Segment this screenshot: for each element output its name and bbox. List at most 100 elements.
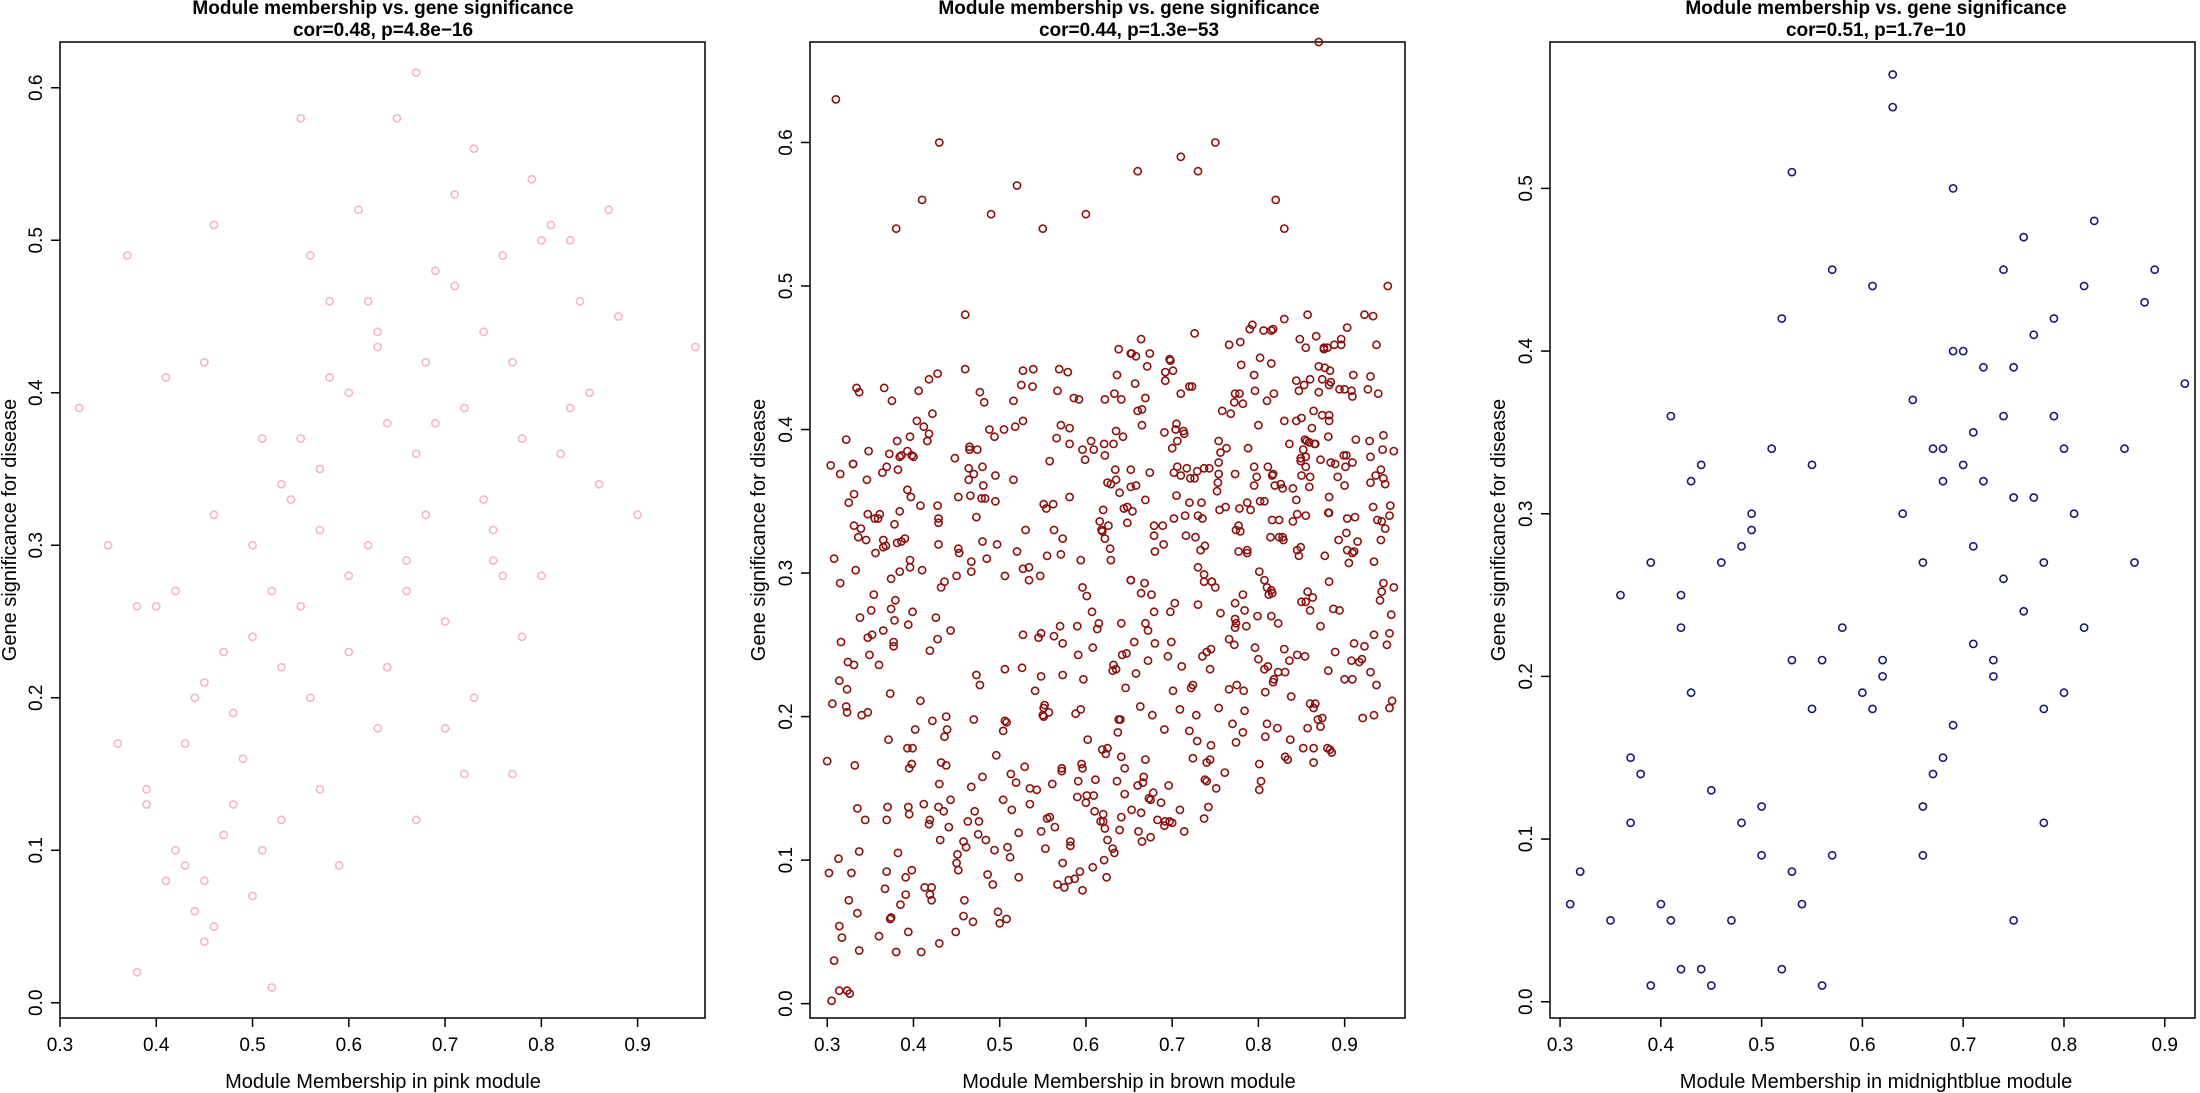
data-point bbox=[1294, 551, 1304, 561]
data-point bbox=[834, 676, 844, 686]
data-point bbox=[1138, 778, 1148, 787]
data-point bbox=[469, 693, 479, 703]
data-point bbox=[1266, 532, 1275, 542]
data-point bbox=[1217, 406, 1227, 416]
data-point bbox=[933, 369, 942, 378]
data-point bbox=[1193, 562, 1203, 572]
data-point bbox=[1083, 735, 1093, 744]
data-point bbox=[1317, 713, 1327, 723]
data-point bbox=[1300, 435, 1310, 444]
data-point bbox=[2049, 314, 2059, 323]
data-point bbox=[1314, 37, 1324, 47]
data-point bbox=[1082, 591, 1092, 601]
data-point bbox=[1368, 502, 1378, 512]
data-point bbox=[1028, 364, 1038, 374]
data-point bbox=[1160, 725, 1169, 734]
x-tick-label: 0.7 bbox=[1950, 1035, 1976, 1056]
data-point bbox=[909, 452, 918, 462]
data-point bbox=[1676, 623, 1686, 632]
data-point bbox=[1234, 521, 1243, 531]
data-point bbox=[604, 205, 614, 215]
data-point bbox=[928, 409, 937, 419]
data-point bbox=[171, 845, 180, 855]
data-point bbox=[1176, 152, 1186, 162]
data-point bbox=[1116, 715, 1125, 724]
data-point bbox=[1837, 623, 1847, 632]
data-point bbox=[916, 947, 926, 957]
data-point bbox=[941, 712, 951, 721]
data-point bbox=[1241, 621, 1251, 631]
data-point bbox=[1239, 686, 1249, 696]
x-tick-label: 0.3 bbox=[814, 1035, 840, 1056]
data-point bbox=[1348, 458, 1357, 467]
data-point bbox=[1616, 590, 1625, 600]
data-point bbox=[828, 699, 837, 709]
data-point bbox=[1326, 377, 1336, 387]
data-point bbox=[1036, 827, 1046, 836]
data-point bbox=[1360, 641, 1369, 651]
data-point bbox=[1133, 406, 1143, 416]
data-point bbox=[1301, 343, 1311, 353]
data-point bbox=[986, 209, 996, 219]
data-point bbox=[1109, 439, 1118, 449]
data-point bbox=[862, 475, 872, 485]
data-point bbox=[1308, 593, 1318, 602]
data-point bbox=[871, 548, 880, 558]
data-point bbox=[1968, 541, 1978, 551]
data-point bbox=[865, 650, 874, 660]
data-point bbox=[1246, 505, 1255, 515]
data-point bbox=[925, 815, 935, 825]
data-point bbox=[1385, 628, 1394, 638]
data-point bbox=[1077, 759, 1086, 769]
y-tick-label: 0.5 bbox=[776, 273, 797, 299]
data-point bbox=[1198, 514, 1207, 523]
data-point bbox=[1858, 688, 1867, 698]
data-point bbox=[903, 802, 913, 812]
data-point bbox=[373, 327, 383, 337]
data-point bbox=[887, 396, 897, 406]
data-point bbox=[1305, 606, 1315, 615]
data-point bbox=[1141, 393, 1150, 403]
data-point bbox=[1156, 798, 1166, 808]
chart-title: Module membership vs. gene significance bbox=[1685, 0, 2066, 19]
data-point bbox=[1110, 848, 1119, 858]
data-point bbox=[919, 422, 929, 432]
data-point bbox=[1200, 541, 1210, 551]
data-point bbox=[1149, 521, 1159, 531]
data-point bbox=[1333, 472, 1343, 482]
data-point bbox=[2009, 916, 2018, 925]
data-point bbox=[1072, 621, 1082, 631]
data-point bbox=[1137, 420, 1147, 430]
data-point bbox=[978, 462, 987, 472]
data-point bbox=[889, 641, 898, 651]
data-point bbox=[373, 723, 383, 733]
data-point bbox=[1135, 702, 1145, 711]
data-point bbox=[1235, 389, 1244, 398]
data-point bbox=[199, 937, 209, 947]
data-point bbox=[946, 626, 955, 635]
data-point bbox=[1314, 387, 1324, 397]
data-point bbox=[1117, 650, 1127, 660]
data-point bbox=[517, 434, 527, 443]
data-point bbox=[1012, 547, 1022, 556]
data-point bbox=[884, 735, 893, 744]
data-point bbox=[1676, 964, 1686, 974]
data-point bbox=[1072, 792, 1082, 802]
data-point bbox=[966, 567, 976, 576]
data-point bbox=[1868, 704, 1877, 714]
data-point bbox=[1323, 432, 1333, 442]
data-point bbox=[1179, 429, 1189, 439]
data-point bbox=[1096, 817, 1105, 826]
data-point bbox=[1368, 311, 1378, 321]
data-point bbox=[286, 495, 296, 504]
data-point bbox=[1056, 420, 1066, 430]
data-point bbox=[1817, 981, 1827, 990]
panel-pink: Module membership vs. gene significance … bbox=[0, 0, 706, 1093]
data-point bbox=[886, 604, 896, 614]
data-point bbox=[1128, 506, 1137, 516]
data-point bbox=[1383, 281, 1393, 291]
data-point bbox=[1989, 672, 1998, 681]
data-point bbox=[835, 469, 845, 479]
data-point bbox=[964, 475, 974, 485]
